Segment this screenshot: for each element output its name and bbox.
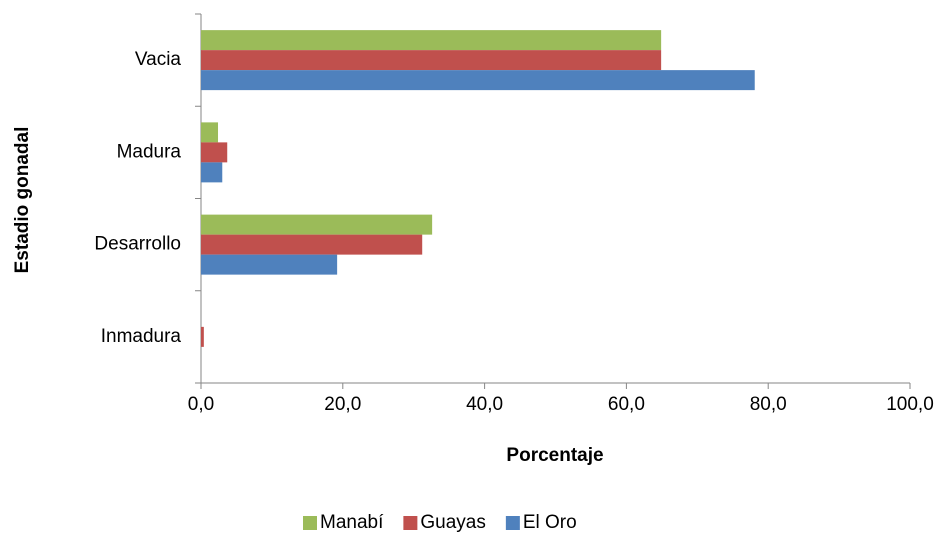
legend-label: El Oro — [523, 512, 577, 533]
x-tick-label: 80,0 — [750, 394, 787, 415]
legend-label: Guayas — [420, 512, 485, 533]
x-tick-label: 0,0 — [188, 394, 214, 415]
legend-swatch — [505, 516, 520, 530]
bar — [201, 326, 204, 347]
x-tick-label: 60,0 — [608, 394, 645, 415]
x-axis-title: Porcentaje — [506, 445, 603, 466]
y-tick-label: Vacia — [135, 49, 182, 70]
bar — [201, 254, 338, 275]
x-tick-label: 20,0 — [324, 394, 361, 415]
bar — [201, 30, 662, 51]
legend-swatch — [403, 516, 418, 530]
x-tick-label: 40,0 — [466, 394, 503, 415]
bar — [201, 142, 228, 163]
legend-label: Manabí — [320, 512, 384, 533]
y-tick-label: Inmadura — [101, 326, 182, 347]
bar — [201, 122, 219, 143]
bar — [201, 50, 662, 71]
y-tick-label: Madura — [117, 141, 182, 162]
bar — [201, 234, 423, 255]
legend-swatch — [303, 516, 317, 530]
x-tick-label: 100,0 — [886, 394, 934, 415]
y-tick-label: Desarrollo — [94, 234, 181, 255]
bar — [201, 214, 433, 235]
bar — [201, 70, 755, 91]
bar — [201, 162, 223, 183]
y-axis-title: Estadio gonadal — [12, 127, 33, 274]
